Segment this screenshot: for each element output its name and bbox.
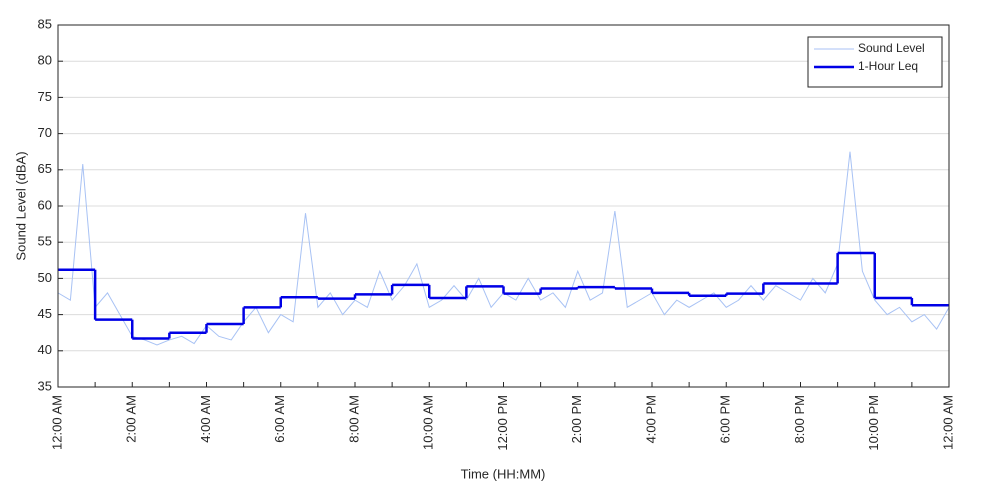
x-tick-label: 10:00 AM: [421, 395, 436, 450]
x-tick-label: 12:00 AM: [49, 395, 64, 450]
x-tick-label: 6:00 PM: [718, 395, 733, 443]
series-line: [57, 151, 950, 346]
y-tick-label: 40: [38, 342, 52, 357]
y-axis-label: Sound Level (dBA): [13, 151, 28, 260]
x-tick-label: 12:00 AM: [940, 395, 955, 450]
x-tick-label: 6:00 AM: [272, 395, 287, 443]
y-tick-label: 55: [38, 234, 52, 249]
legend: Sound Level 1-Hour Leq: [807, 36, 943, 88]
x-tick-label: 8:00 PM: [792, 395, 807, 443]
y-tick-label: 60: [38, 197, 52, 212]
y-tick-label: 35: [38, 378, 52, 393]
y-tick-label: 70: [38, 125, 52, 140]
x-tick-label: 4:00 PM: [643, 395, 658, 443]
x-axis-label: Time (HH:MM): [461, 466, 546, 481]
y-tick-label: 45: [38, 306, 52, 321]
legend-label: Sound Level: [858, 41, 925, 55]
legend-label: 1-Hour Leq: [858, 59, 918, 73]
x-tick-label: 2:00 PM: [569, 395, 584, 443]
x-tick-label: 2:00 AM: [124, 395, 139, 443]
x-tick-label: 12:00 PM: [495, 395, 510, 451]
legend-box: [807, 36, 943, 88]
y-tick-label: 75: [38, 89, 52, 104]
y-tick-label: 50: [38, 270, 52, 285]
x-tick-label: 10:00 PM: [866, 395, 881, 451]
axes-layer: 35 40 45 50 55 60 65 70 75 80 85 12:00 AM 2:00 AM 4:0…: [38, 16, 956, 450]
x-tick-label: 4:00 AM: [198, 395, 213, 443]
y-tick-label: 65: [38, 161, 52, 176]
y-tick-label: 85: [38, 16, 52, 31]
y-tick-label: 80: [38, 53, 52, 68]
x-tick-label: 8:00 AM: [346, 395, 361, 443]
plot-layer: [57, 151, 950, 346]
